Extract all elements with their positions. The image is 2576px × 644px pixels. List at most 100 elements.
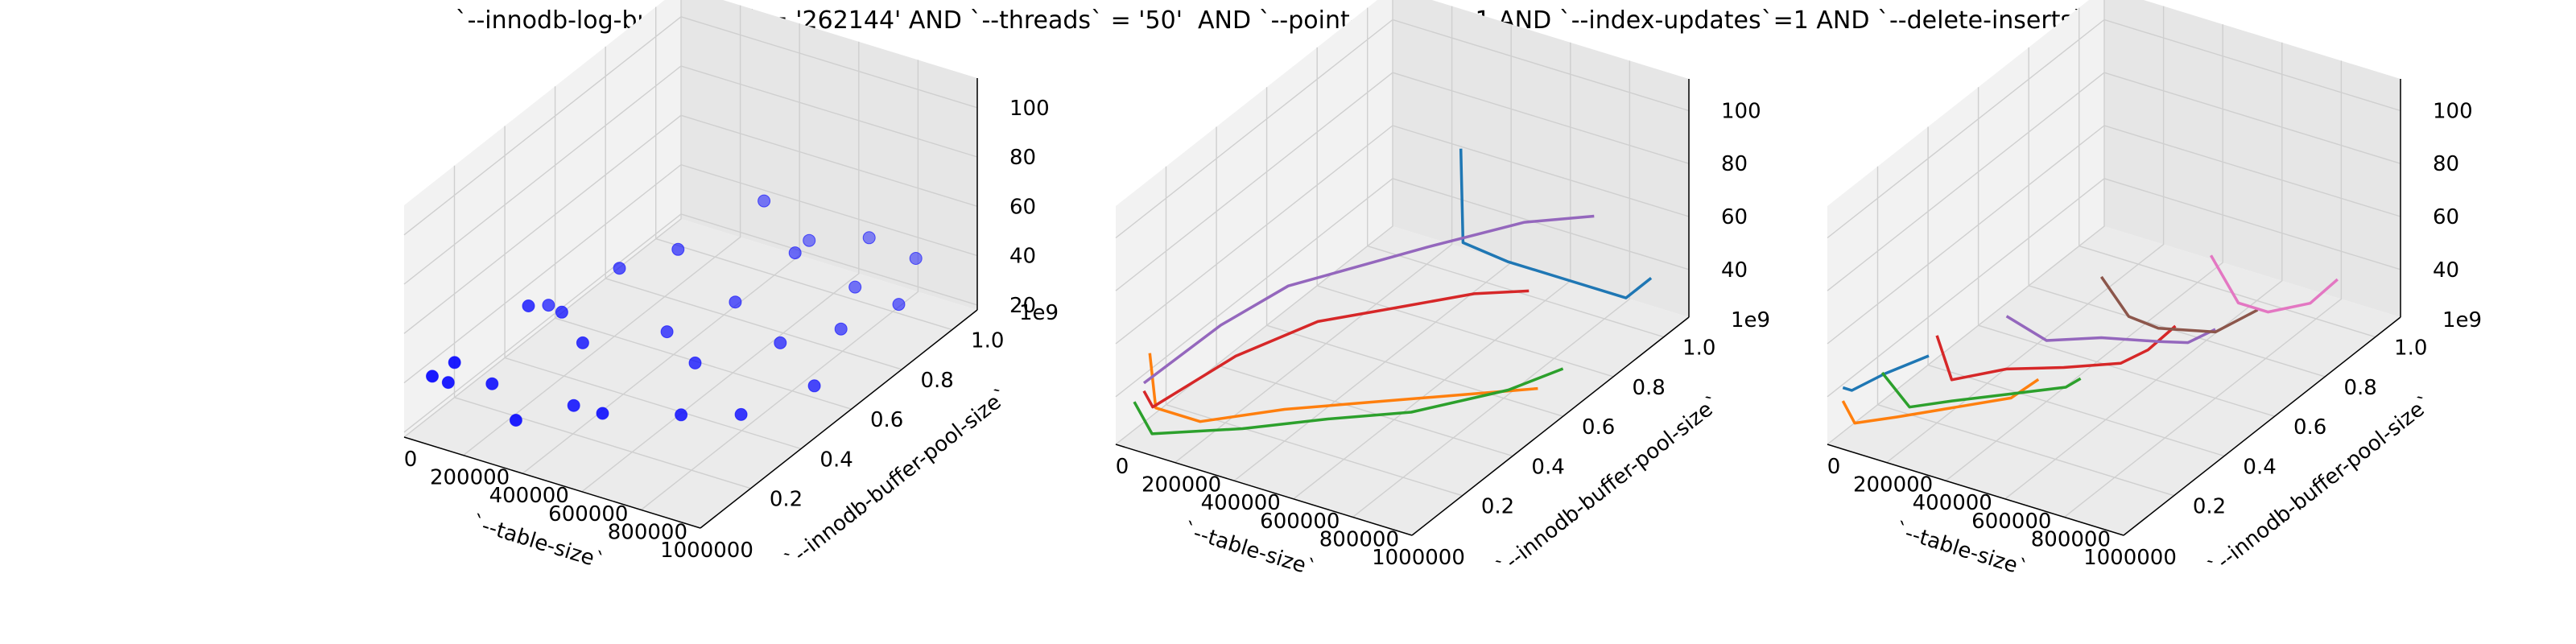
scatter-point bbox=[522, 299, 535, 312]
x-axis-line bbox=[1115, 444, 1413, 536]
z-gridline bbox=[1827, 72, 2401, 291]
z-gridline bbox=[403, 163, 978, 384]
y-gridline bbox=[1265, 87, 1563, 417]
x-gridline bbox=[2004, 42, 2283, 500]
y-axis-line bbox=[700, 309, 978, 529]
z-tick-label: 60 bbox=[1009, 195, 1036, 219]
scatter-point bbox=[734, 407, 748, 421]
x-tick-label: 0 bbox=[1827, 455, 1841, 479]
series-line-3 bbox=[1880, 371, 2082, 409]
x-tick-label: 800000 bbox=[608, 520, 687, 544]
series-line-3 bbox=[1133, 367, 1564, 436]
y-tick-label: 0.4 bbox=[819, 448, 852, 472]
z-gridline bbox=[403, 16, 978, 236]
scatter-point bbox=[688, 356, 702, 369]
back-left-pane bbox=[1116, 0, 1393, 444]
z-gridline bbox=[1827, 19, 2401, 239]
z-tick-label: 80 bbox=[2433, 152, 2459, 176]
x-gridline bbox=[1352, 60, 1631, 518]
y-gridline bbox=[1977, 87, 2275, 417]
y-gridline bbox=[1316, 47, 1614, 378]
z-gridline bbox=[403, 65, 978, 285]
x-gridline bbox=[1886, 6, 2165, 464]
y-tick-label: 0.6 bbox=[1582, 415, 1615, 440]
scatter-point bbox=[671, 242, 685, 256]
z-tick-label: 20 bbox=[1009, 294, 1036, 318]
x-gridline bbox=[2063, 60, 2343, 518]
z-tick-label: 60 bbox=[2433, 205, 2459, 229]
y-tick-label: 0.4 bbox=[2243, 455, 2276, 479]
scatter-point bbox=[758, 194, 771, 208]
scatter-point bbox=[441, 376, 455, 390]
series-line-4 bbox=[1935, 324, 2177, 382]
x-gridline bbox=[640, 60, 919, 510]
scatter-point bbox=[426, 369, 439, 383]
y-gridline bbox=[1216, 126, 1513, 457]
x-tick-label: 200000 bbox=[430, 466, 510, 490]
y-gridline bbox=[2028, 47, 2326, 378]
series-line-5 bbox=[1142, 214, 1595, 385]
y-gridline bbox=[504, 126, 802, 450]
scatter-point bbox=[803, 233, 816, 247]
z-gridline bbox=[1827, 125, 2401, 345]
z-tick-label: 60 bbox=[1721, 205, 1748, 229]
x-tick-label: 0 bbox=[1116, 455, 1129, 479]
series-line-5 bbox=[2005, 315, 2216, 345]
y-tick-label: 1.0 bbox=[1682, 336, 1715, 361]
scatter-point bbox=[774, 336, 787, 349]
x-gridline bbox=[1174, 6, 1453, 464]
z-tick-label: 80 bbox=[1721, 152, 1748, 176]
x-tick-label: 400000 bbox=[1913, 491, 1992, 515]
y-tick-label: 0.6 bbox=[2293, 415, 2326, 440]
z-tick-label: 40 bbox=[1721, 258, 1748, 283]
y-tick-label: 0.2 bbox=[2193, 495, 2226, 519]
scatter-point bbox=[729, 295, 742, 309]
scatter-point bbox=[807, 379, 821, 393]
y-axis-line bbox=[1411, 316, 1690, 536]
scatter-point bbox=[613, 262, 626, 275]
scatter-point bbox=[909, 252, 923, 265]
back-right-pane bbox=[2104, 0, 2401, 317]
x-tick-label: 1000000 bbox=[660, 539, 753, 563]
scatter-point bbox=[485, 377, 499, 390]
series-line-4 bbox=[1142, 289, 1530, 409]
back-left-pane bbox=[1827, 0, 2104, 444]
floor-pane bbox=[404, 219, 977, 528]
x-tick-label: 0 bbox=[404, 448, 418, 472]
x-tick-label: 200000 bbox=[1141, 473, 1221, 497]
z-tick-label: 100 bbox=[2433, 99, 2473, 123]
y-tick-label: 0.8 bbox=[1633, 376, 1666, 400]
floor-pane bbox=[1827, 226, 2401, 535]
z-gridline bbox=[1115, 19, 1690, 239]
x-gridline bbox=[463, 5, 741, 456]
scatter-point bbox=[848, 280, 862, 294]
z-tick-label: 40 bbox=[1009, 245, 1036, 269]
y-axis-exponent: 1e9 bbox=[2442, 308, 2482, 332]
y-axis-exponent: 1e9 bbox=[1019, 301, 1059, 325]
y-tick-label: 0.2 bbox=[1481, 495, 1514, 519]
scatter-point bbox=[892, 298, 906, 312]
x-gridline bbox=[581, 41, 860, 493]
x-gridline bbox=[1945, 24, 2223, 481]
y-tick-label: 0.8 bbox=[921, 369, 954, 393]
y-axis-line bbox=[2123, 316, 2401, 536]
y-gridline bbox=[453, 165, 751, 489]
y-tick-label: 0.4 bbox=[1531, 455, 1564, 479]
scatter-point bbox=[660, 325, 674, 339]
series-line-1 bbox=[1459, 148, 1653, 299]
y-gridline bbox=[605, 46, 902, 370]
y-tick-label: 0.2 bbox=[770, 488, 803, 512]
y-gridline bbox=[1927, 126, 2225, 457]
series-line-7 bbox=[2209, 254, 2339, 314]
y-gridline bbox=[1876, 166, 2174, 497]
y-axis-exponent: 1e9 bbox=[1731, 308, 1770, 332]
scatter-point bbox=[576, 336, 589, 349]
x-tick-label: 600000 bbox=[548, 502, 628, 526]
y-gridline bbox=[1165, 166, 1463, 497]
z-gridline bbox=[403, 114, 978, 334]
y-tick-label: 0.8 bbox=[2344, 376, 2377, 400]
scatter-point bbox=[862, 231, 876, 245]
z-gridline bbox=[1115, 125, 1690, 345]
